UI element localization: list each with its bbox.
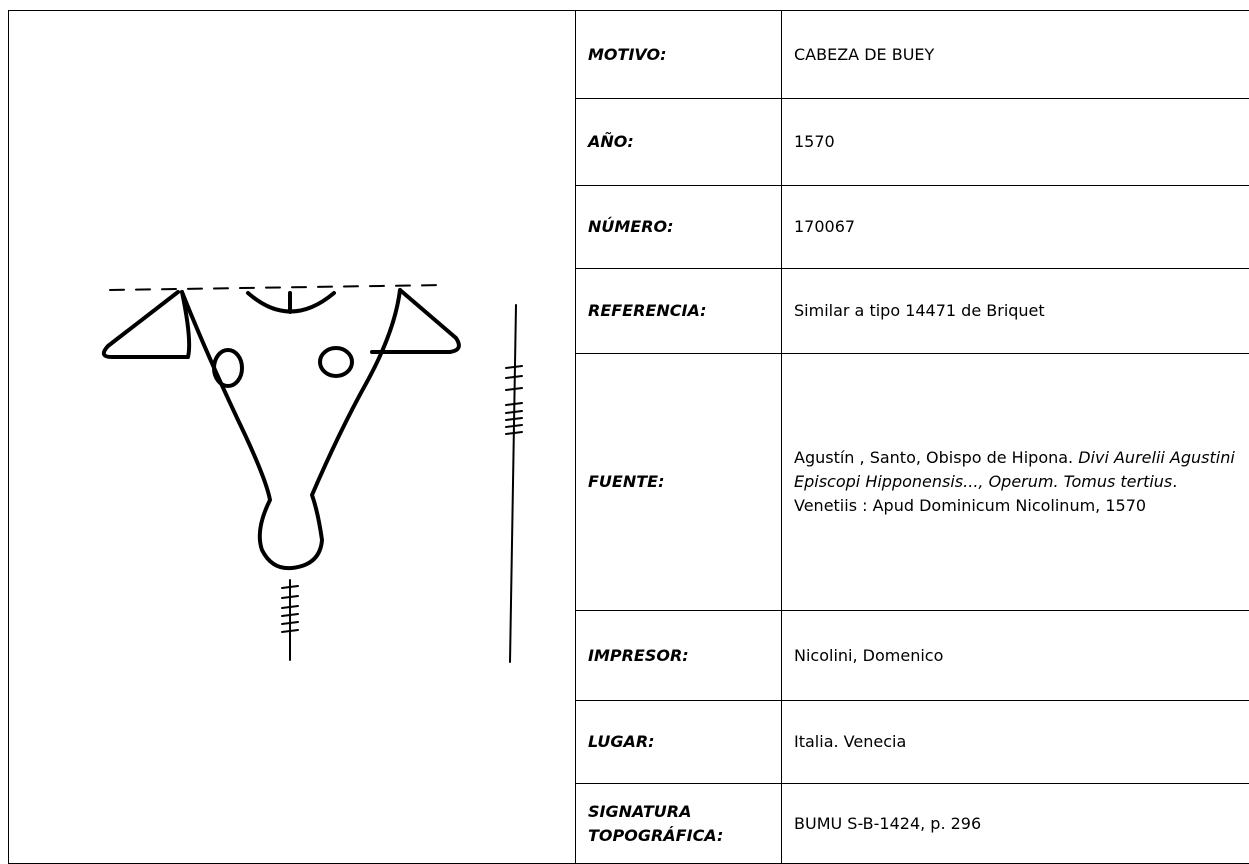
value: CABEZA DE BUEY — [782, 11, 1249, 99]
value: Agustín , Santo, Obispo de Hipona. Divi … — [782, 354, 1249, 611]
head — [182, 290, 400, 568]
dashed-line — [110, 285, 445, 290]
forehead — [248, 293, 334, 312]
watermark-drawing — [0, 0, 598, 863]
label: SIGNATURA TOPOGRÁFICA: — [576, 784, 782, 864]
eye — [214, 350, 242, 386]
value: Nicolini, Domenico — [782, 611, 1249, 701]
chain-line — [510, 305, 516, 662]
value: 170067 — [782, 186, 1249, 269]
value: Italia. Venecia — [782, 701, 1249, 784]
eye — [320, 348, 352, 376]
left-ear — [104, 292, 189, 357]
label: REFERENCIA: — [576, 269, 782, 354]
label: AÑO: — [576, 99, 782, 186]
value: Similar a tipo 14471 de Briquet — [782, 269, 1249, 354]
author: Agustín , Santo, Obispo de Hipona. — [794, 448, 1078, 467]
label: LUGAR: — [576, 701, 782, 784]
value: BUMU S-B-1424, p. 296 — [782, 784, 1249, 864]
label: NÚMERO: — [576, 186, 782, 269]
value: 1570 — [782, 99, 1249, 186]
label: MOTIVO: — [576, 11, 782, 99]
label: IMPRESOR: — [576, 611, 782, 701]
label: FUENTE: — [576, 354, 782, 611]
chain-ticks — [282, 366, 522, 632]
